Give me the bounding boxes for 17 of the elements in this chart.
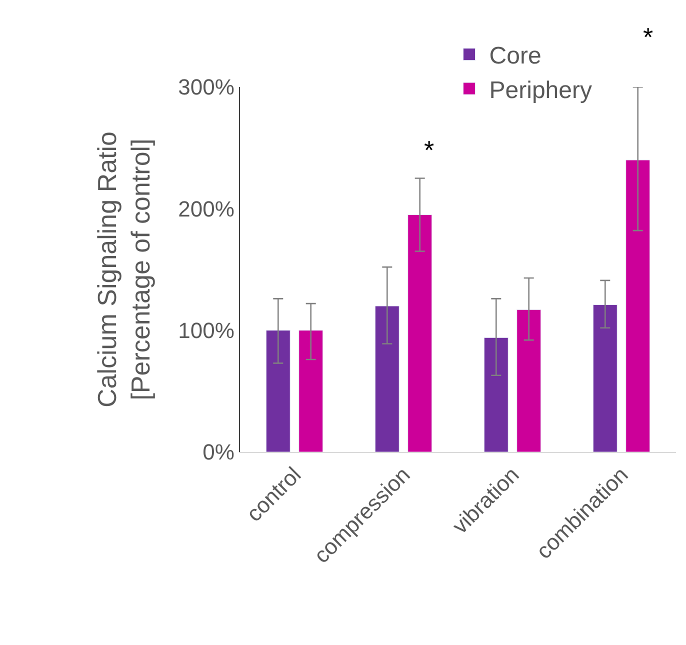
bar bbox=[592, 304, 618, 452]
bar bbox=[298, 330, 324, 452]
bar bbox=[484, 337, 508, 452]
text: * bbox=[643, 22, 654, 52]
bar bbox=[516, 309, 542, 452]
y-tick-label: 200% bbox=[178, 196, 234, 222]
legend-label: Core bbox=[489, 42, 542, 70]
bar bbox=[266, 330, 290, 452]
bar bbox=[408, 214, 432, 452]
legend-label: Periphery bbox=[489, 76, 592, 104]
y-tick-label: 0% bbox=[202, 440, 234, 465]
y-axis-title: Calcium Signaling Ratio [Percentage of control] bbox=[92, 131, 156, 408]
y-tick-label: 100% bbox=[178, 318, 234, 344]
y-tick-label: 300% bbox=[178, 74, 234, 100]
bar bbox=[626, 160, 650, 452]
bar bbox=[374, 306, 400, 452]
annotation: * bbox=[424, 135, 434, 165]
